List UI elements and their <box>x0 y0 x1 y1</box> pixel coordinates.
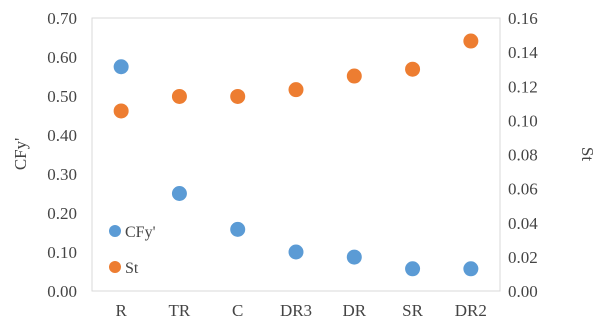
right-tick-label: 0.06 <box>508 180 538 199</box>
x-tick-label: DR <box>342 301 366 320</box>
left-tick-label: 0.50 <box>47 87 77 106</box>
right-tick-label: 0.08 <box>508 146 538 165</box>
left-tick-label: 0.70 <box>47 9 77 28</box>
cfy-point <box>288 244 304 260</box>
st-point <box>230 88 246 104</box>
x-axis-ticks: R TR C DR3 DR SR DR2 <box>115 301 486 320</box>
plot-area-frame <box>91 17 501 292</box>
right-tick-label: 0.10 <box>508 111 538 130</box>
x-tick-label: SR <box>402 301 423 320</box>
cfy-point <box>171 186 187 201</box>
right-tick-label: 0.16 <box>508 9 538 28</box>
cfy-point <box>405 261 421 277</box>
legend-marker-cfy <box>109 225 121 237</box>
st-point <box>288 82 304 98</box>
st-point <box>346 68 362 84</box>
x-tick-label: DR3 <box>280 301 312 320</box>
left-tick-label: 0.00 <box>47 282 77 301</box>
right-tick-label: 0.00 <box>508 282 538 301</box>
right-tick-label: 0.12 <box>508 77 538 96</box>
data-points <box>113 33 479 277</box>
right-tick-label: 0.04 <box>508 214 538 233</box>
left-axis-ticks: 0.00 0.10 0.20 0.30 0.40 0.50 0.60 0.70 <box>47 9 77 301</box>
left-tick-label: 0.20 <box>47 204 77 223</box>
cfy-point <box>230 221 246 237</box>
right-axis-ticks: 0.00 0.02 0.04 0.06 0.08 0.10 0.12 0.14 0.16 <box>508 9 538 301</box>
right-tick-label: 0.14 <box>508 43 538 62</box>
left-axis-title: CFy' <box>11 138 30 170</box>
legend-marker-st <box>109 261 121 273</box>
legend-label-st: St <box>125 260 139 277</box>
legend: CFy' St <box>109 224 156 277</box>
right-tick-label: 0.02 <box>508 248 538 267</box>
cfy-point <box>113 59 129 75</box>
cfy-point <box>463 261 479 277</box>
st-point <box>463 33 479 49</box>
x-tick-label: DR2 <box>455 301 487 320</box>
cfy-point <box>346 249 362 265</box>
left-tick-label: 0.60 <box>47 48 77 67</box>
x-tick-label: R <box>115 301 127 320</box>
left-tick-label: 0.40 <box>47 126 77 145</box>
left-tick-label: 0.10 <box>47 243 77 262</box>
x-tick-label: TR <box>169 301 191 320</box>
left-tick-label: 0.30 <box>47 165 77 184</box>
legend-label-cfy: CFy' <box>125 224 156 241</box>
right-axis-title: St <box>578 147 596 161</box>
st-point <box>113 103 129 119</box>
st-point <box>171 88 187 104</box>
st-point <box>405 61 421 77</box>
x-tick-label: C <box>232 301 243 320</box>
